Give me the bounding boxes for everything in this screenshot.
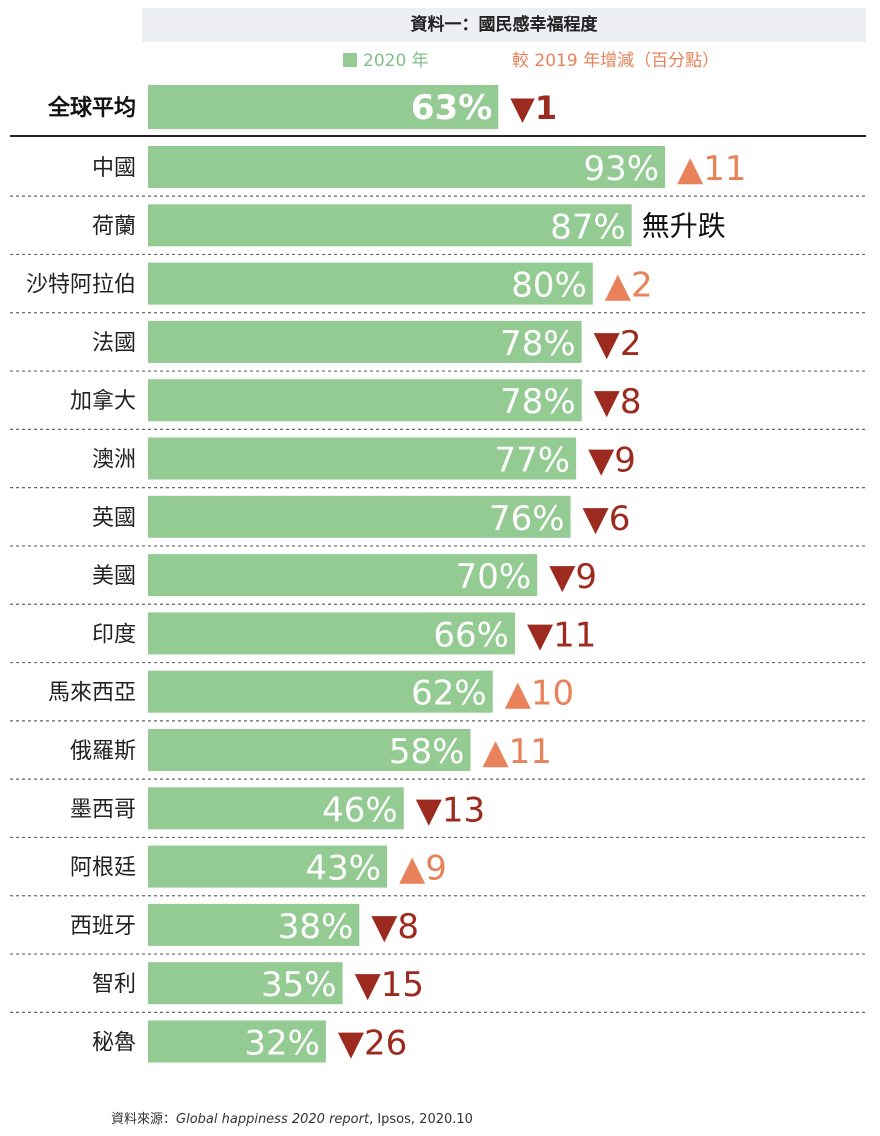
bar-value-label: 46% (322, 790, 398, 830)
change-label: ▼26 (338, 1024, 407, 1064)
change-label: ▼13 (416, 790, 485, 830)
change-label: ▲9 (399, 849, 447, 889)
change-label: 無升跌 (642, 209, 726, 242)
bar-value-label: 35% (261, 965, 337, 1005)
bar (148, 845, 388, 888)
change-label: ▼15 (355, 965, 424, 1005)
source-note: 資料來源：Global happiness 2020 report, Ipsos… (111, 1108, 473, 1127)
source-prefix: 資料來源： (111, 1112, 177, 1127)
category-label: 沙特阿拉伯 (26, 273, 136, 298)
change-label: ▼11 (527, 615, 596, 655)
category-label: 墨西哥 (70, 797, 136, 822)
category-label: 荷蘭 (92, 214, 136, 239)
bar-value-label: 78% (500, 382, 576, 422)
legend-item-change: 較 2019 年增減（百分點） (512, 50, 719, 72)
bar-value-label: 80% (511, 266, 587, 306)
category-label: 秘魯 (92, 1031, 136, 1056)
bar (148, 262, 593, 305)
bar-value-label: 66% (433, 615, 509, 655)
change-label: ▲11 (482, 732, 551, 772)
change-label: ▲10 (505, 674, 574, 714)
change-label: ▼8 (594, 382, 642, 422)
legend-label-change: 較 2019 年增減（百分點） (512, 51, 720, 71)
average-category-label: 全球平均 (47, 95, 136, 121)
category-label: 加拿大 (70, 388, 136, 414)
category-label: 智利 (92, 972, 136, 997)
bar (148, 495, 571, 538)
bar-value-label: 77% (495, 441, 571, 481)
bar-value-label: 93% (584, 149, 660, 189)
bar (148, 146, 666, 188)
bar (148, 1020, 326, 1063)
bar-value-label: 78% (500, 324, 576, 364)
bar (148, 379, 582, 422)
category-label: 法國 (92, 331, 136, 356)
bar-value-label: 58% (389, 732, 465, 772)
legend-label-2020: 2020 年 (363, 51, 429, 71)
bar (148, 787, 404, 830)
category-label: 美國 (92, 564, 136, 589)
average-bar (148, 85, 499, 129)
change-label: ▼6 (583, 499, 631, 539)
bar-value-label: 87% (550, 207, 626, 247)
change-label: ▼9 (549, 557, 597, 597)
bar (148, 962, 343, 1005)
legend-item-2020: 2020 年 (343, 50, 429, 72)
bar-value-label: 38% (278, 907, 354, 947)
bar (148, 204, 632, 247)
bar (148, 437, 577, 480)
change-label: ▲2 (605, 266, 653, 306)
legend-swatch-icon (343, 53, 357, 67)
change-label: ▼9 (588, 441, 636, 481)
bar-value-label: 43% (306, 849, 382, 889)
category-label: 中國 (92, 156, 136, 181)
source-suffix: , Ipsos, 2020.10 (369, 1112, 473, 1127)
category-label: 澳洲 (92, 448, 136, 473)
category-label: 阿根廷 (70, 856, 136, 881)
bar (148, 320, 582, 363)
change-label: ▼2 (594, 324, 642, 364)
bar (148, 903, 360, 946)
bar-value-label: 32% (244, 1024, 320, 1064)
category-label: 馬來西亞 (48, 681, 136, 706)
bar (148, 729, 471, 771)
bar (148, 670, 493, 713)
change-label: ▲11 (677, 149, 746, 189)
bar (148, 554, 538, 597)
category-label: 印度 (92, 622, 136, 647)
category-label: 俄羅斯 (70, 739, 136, 764)
bar (148, 612, 515, 655)
category-label: 英國 (92, 506, 136, 531)
change-label: ▼8 (371, 907, 419, 947)
bar-value-label: 76% (489, 499, 565, 539)
average-change-label: ▼1 (510, 89, 557, 127)
bar-value-label: 62% (411, 674, 487, 714)
bar-value-label: 70% (456, 557, 532, 597)
average-value-label: 63% (411, 88, 492, 128)
category-label: 西班牙 (70, 914, 136, 939)
chart-title: 資料一：國民感幸福程度 (142, 8, 866, 42)
source-report: Global happiness 2020 report (176, 1112, 370, 1127)
